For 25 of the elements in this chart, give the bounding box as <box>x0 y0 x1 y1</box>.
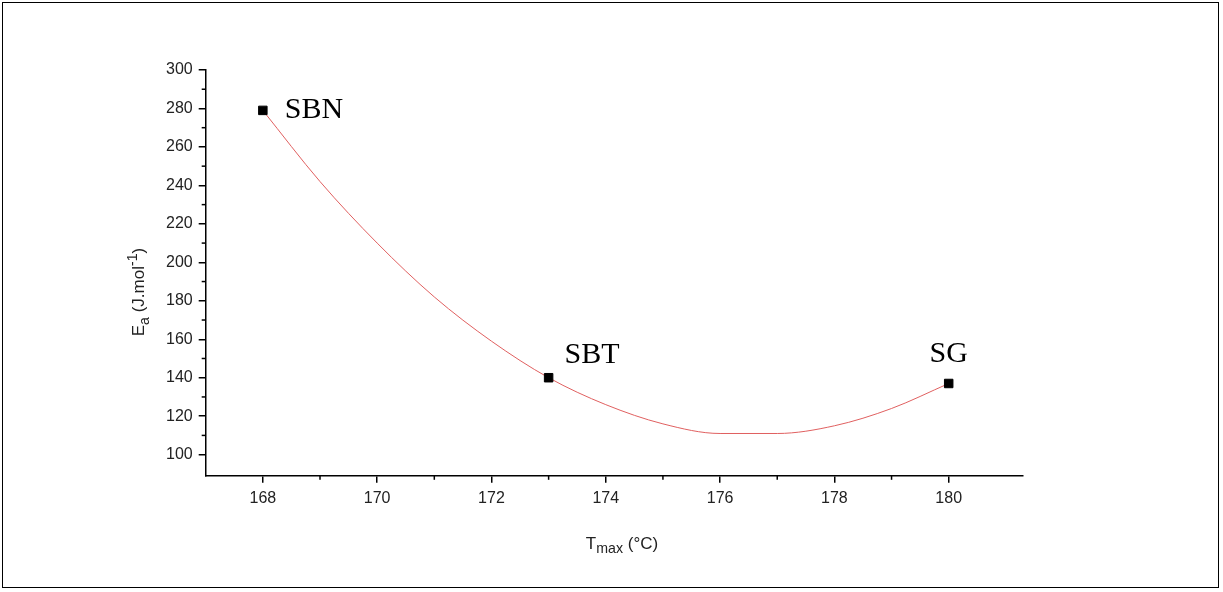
point <box>543 372 554 383</box>
x-tick-label: 172 <box>478 488 505 506</box>
y-tick-label: 220 <box>165 214 193 232</box>
y-tick-label: 100 <box>165 445 193 463</box>
x-tick-label: 170 <box>363 488 391 506</box>
annotation: SBT <box>564 335 620 369</box>
y-tick-label: 160 <box>165 329 193 347</box>
y-tick-label: 140 <box>165 368 193 386</box>
point <box>943 378 954 389</box>
y-tick-label: 280 <box>165 98 193 116</box>
x-tick-label: 180 <box>935 488 963 506</box>
x-tick-label: 168 <box>249 488 277 506</box>
y-tick-label: 120 <box>165 406 193 424</box>
x-axis-title: T$_{max}$ (°C) <box>585 533 659 557</box>
y-tick-label: 300 <box>165 60 193 78</box>
y-tick-label: 260 <box>165 137 193 155</box>
y-tick-label: 240 <box>165 175 193 193</box>
annotation: SG <box>929 335 968 369</box>
x-tick-label: 176 <box>706 488 734 506</box>
y-tick-label: 200 <box>165 252 193 270</box>
annotation: SBN <box>284 91 344 125</box>
x-tick-label: 174 <box>592 488 620 506</box>
point <box>258 105 268 116</box>
y-tick-label: 180 <box>165 291 193 309</box>
x-tick-label: 178 <box>821 488 848 506</box>
